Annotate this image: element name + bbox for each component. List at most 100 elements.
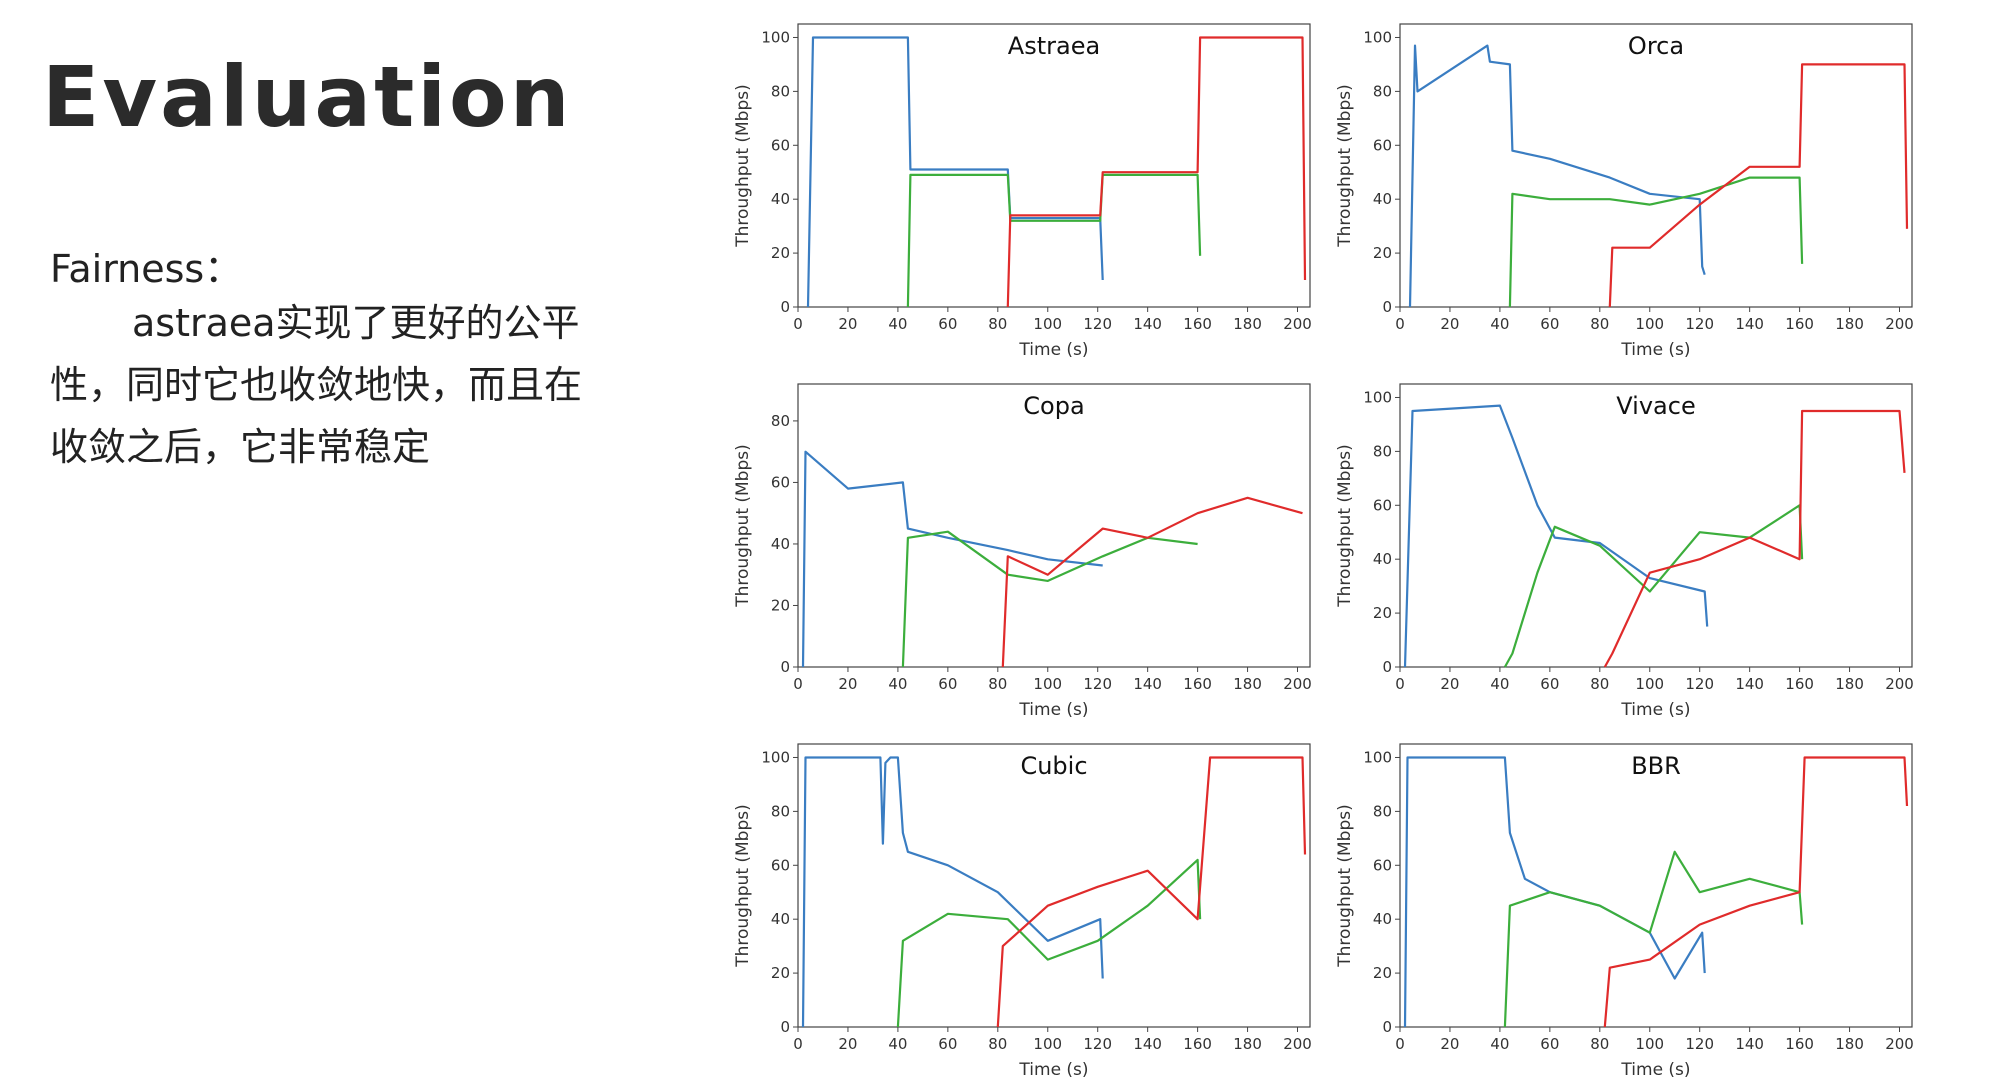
y-tick-label: 0 <box>780 1018 790 1036</box>
chart-astraea: 0 20 40 60 80 100 120 140 160 180 200 0 20 40 60 80 100 T… <box>733 23 1312 360</box>
series-line-1 <box>806 36 1104 308</box>
x-tick-label: 120 <box>1685 675 1714 693</box>
x-tick-label: 160 <box>1785 675 1814 693</box>
series-line-1 <box>801 450 1103 668</box>
x-tick-label: 140 <box>1735 675 1764 693</box>
y-axis-label: Throughput (Mbps) <box>733 444 753 608</box>
x-axis-label: Time (s) <box>1620 700 1690 720</box>
x-tick-label: 80 <box>1590 675 1609 693</box>
plot-frame <box>797 743 1311 1028</box>
chart-title: BBR <box>1631 752 1681 780</box>
x-tick-label: 140 <box>1735 1035 1764 1053</box>
x-tick-label: 160 <box>1183 315 1212 333</box>
y-tick-label: 80 <box>1373 802 1392 820</box>
series-line-3 <box>1001 496 1303 668</box>
x-tick-label: 120 <box>1083 315 1112 333</box>
y-tick-label: 80 <box>771 82 790 100</box>
slide-title: Evaluation <box>42 48 573 146</box>
series-line-3 <box>1603 756 1909 1028</box>
x-tick-label: 80 <box>988 1035 1007 1053</box>
series-line-2 <box>896 858 1202 1028</box>
x-tick-label: 60 <box>1540 1035 1559 1053</box>
x-tick-label: 200 <box>1283 315 1312 333</box>
x-tick-label: 0 <box>793 1035 803 1053</box>
chart-copa: 0 20 40 60 80 100 120 140 160 180 200 0 20 40 60 80 Time… <box>733 383 1312 720</box>
body-line-2: 性，同时它也收敛地快，而且在 <box>50 363 583 407</box>
x-tick-label: 60 <box>1540 675 1559 693</box>
x-tick-label: 200 <box>1283 1035 1312 1053</box>
x-tick-label: 100 <box>1033 675 1062 693</box>
x-tick-label: 80 <box>988 675 1007 693</box>
x-tick-label: 180 <box>1835 1035 1864 1053</box>
x-tick-label: 0 <box>1395 1035 1405 1053</box>
x-tick-label: 80 <box>988 315 1007 333</box>
chart-orca: 0 20 40 60 80 100 120 140 160 180 200 0 20 40 60 80 100 T… <box>1335 23 1914 360</box>
x-axis-label: Time (s) <box>1018 340 1088 360</box>
x-tick-label: 100 <box>1033 315 1062 333</box>
series-line-1 <box>1408 44 1706 308</box>
y-tick-label: 60 <box>771 473 790 491</box>
y-axis-label: Throughput (Mbps) <box>733 804 753 968</box>
x-tick-label: 80 <box>1590 1035 1609 1053</box>
series-line-2 <box>901 530 1198 668</box>
body-line-1: astraea实现了更好的公平 <box>132 301 580 345</box>
y-tick-label: 40 <box>771 910 790 928</box>
x-tick-label: 40 <box>888 315 907 333</box>
y-tick-label: 60 <box>1373 136 1392 154</box>
x-tick-label: 200 <box>1885 315 1914 333</box>
x-tick-label: 40 <box>1490 315 1509 333</box>
x-tick-label: 180 <box>1233 1035 1262 1053</box>
x-tick-label: 160 <box>1785 1035 1814 1053</box>
x-tick-label: 200 <box>1283 675 1312 693</box>
x-tick-label: 180 <box>1233 675 1262 693</box>
y-tick-label: 40 <box>1373 190 1392 208</box>
x-tick-label: 140 <box>1133 1035 1162 1053</box>
series-line-3 <box>1603 409 1906 668</box>
y-tick-label: 60 <box>1373 856 1392 874</box>
y-tick-label: 20 <box>771 596 790 614</box>
x-tick-label: 0 <box>1395 315 1405 333</box>
y-tick-label: 100 <box>1363 28 1392 46</box>
x-axis-label: Time (s) <box>1620 340 1690 360</box>
plot-frame <box>797 383 1311 668</box>
x-axis-label: Time (s) <box>1620 1060 1690 1080</box>
plot-frame <box>1399 743 1913 1028</box>
chart-vivace: 0 20 40 60 80 100 120 140 160 180 200 0 20 40 60 80 100 T… <box>1335 383 1914 720</box>
y-tick-label: 40 <box>1373 910 1392 928</box>
y-tick-label: 20 <box>1373 244 1392 262</box>
x-tick-label: 60 <box>938 315 957 333</box>
y-tick-label: 20 <box>1373 964 1392 982</box>
x-tick-label: 20 <box>1440 675 1459 693</box>
y-tick-label: 40 <box>771 190 790 208</box>
x-tick-label: 60 <box>938 675 957 693</box>
x-tick-label: 180 <box>1233 315 1262 333</box>
y-tick-label: 60 <box>771 856 790 874</box>
y-tick-label: 20 <box>1373 604 1392 622</box>
chart-title: Vivace <box>1616 392 1695 420</box>
y-tick-label: 60 <box>1373 496 1392 514</box>
y-tick-label: 20 <box>771 964 790 982</box>
x-tick-label: 120 <box>1083 1035 1112 1053</box>
series-line-2 <box>1508 176 1804 308</box>
x-tick-label: 40 <box>1490 1035 1509 1053</box>
series-line-3 <box>1006 36 1307 308</box>
x-tick-label: 40 <box>888 675 907 693</box>
x-tick-label: 160 <box>1183 675 1212 693</box>
chart-title: Astraea <box>1008 32 1100 60</box>
x-tick-label: 20 <box>838 675 857 693</box>
chart-title: Cubic <box>1020 752 1087 780</box>
x-tick-label: 20 <box>1440 1035 1459 1053</box>
x-axis-label: Time (s) <box>1018 1060 1088 1080</box>
series-line-2 <box>1503 850 1804 1028</box>
x-tick-label: 100 <box>1635 675 1664 693</box>
x-tick-label: 20 <box>838 315 857 333</box>
x-tick-label: 200 <box>1885 1035 1914 1053</box>
x-tick-label: 200 <box>1885 675 1914 693</box>
y-tick-label: 80 <box>771 802 790 820</box>
body-line-3: 收敛之后，它非常稳定 <box>50 425 431 469</box>
y-tick-label: 100 <box>1363 388 1392 406</box>
y-axis-label: Throughput (Mbps) <box>1335 804 1355 968</box>
x-tick-label: 140 <box>1133 675 1162 693</box>
x-tick-label: 140 <box>1735 315 1764 333</box>
chart-title: Copa <box>1023 392 1084 420</box>
